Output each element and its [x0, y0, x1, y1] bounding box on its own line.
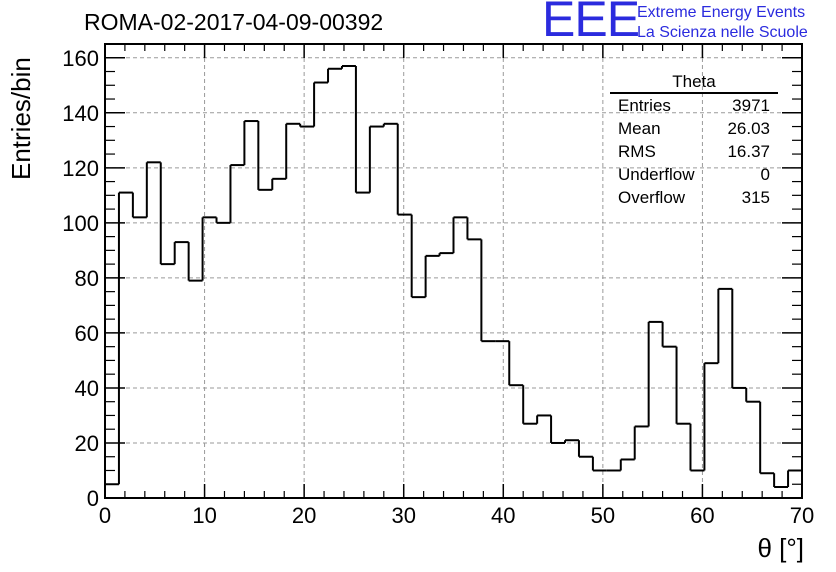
- stats-value: 315: [741, 188, 770, 207]
- x-axis: 0 10 20 30 40 50 60 70: [99, 44, 814, 528]
- stats-label: Mean: [618, 119, 661, 138]
- x-tick-label: 70: [790, 503, 814, 528]
- x-tick-label: 50: [591, 503, 615, 528]
- y-tick-label: 0: [87, 486, 99, 511]
- stats-label: Entries: [618, 96, 671, 115]
- x-axis-label: θ [°]: [757, 533, 804, 563]
- y-tick-label: 20: [75, 431, 99, 456]
- stats-value: 3971: [732, 96, 770, 115]
- y-axis: 0 20 40 60 80 100 120 140 160: [62, 43, 802, 511]
- x-tick-label: 20: [292, 503, 316, 528]
- y-tick-label: 140: [62, 101, 99, 126]
- chart-title: ROMA-02-2017-04-09-00392: [84, 9, 384, 35]
- stats-label: RMS: [618, 142, 656, 161]
- y-axis-label: Entries/bin: [6, 57, 36, 180]
- plot-frame: [104, 43, 803, 499]
- x-tick-label: 0: [99, 503, 111, 528]
- histogram-series: [104, 65, 802, 498]
- x-tick-label: 30: [391, 503, 415, 528]
- stats-title: Theta: [610, 72, 778, 94]
- stats-row-overflow: Overflow 315: [610, 186, 778, 209]
- stats-box: Theta Entries 3971 Mean 26.03 RMS 16.37 …: [610, 72, 778, 209]
- stats-value: 0: [760, 165, 770, 184]
- x-tick-label: 10: [192, 503, 216, 528]
- x-tick-label: 40: [491, 503, 515, 528]
- stats-row-entries: Entries 3971: [610, 94, 778, 117]
- stats-value: 26.03: [727, 119, 770, 138]
- y-tick-label: 60: [75, 321, 99, 346]
- y-tick-label: 40: [75, 376, 99, 401]
- y-tick-label: 100: [62, 211, 99, 236]
- y-tick-label: 80: [75, 266, 99, 291]
- y-tick-label: 120: [62, 156, 99, 181]
- grid-lines: [105, 44, 802, 498]
- y-tick-label: 160: [62, 46, 99, 71]
- x-tick-label: 60: [690, 503, 714, 528]
- logo-line-2: La Scienza nelle Scuole: [637, 24, 808, 41]
- stats-label: Overflow: [618, 188, 686, 207]
- stats-row-rms: RMS 16.37: [610, 140, 778, 163]
- eee-logo: EEE: [542, 0, 640, 47]
- stats-value: 16.37: [727, 142, 770, 161]
- stats-label: Underflow: [618, 165, 695, 184]
- stats-row-mean: Mean 26.03: [610, 117, 778, 140]
- stats-row-underflow: Underflow 0: [610, 163, 778, 186]
- logo-line-1: Extreme Energy Events: [637, 4, 806, 21]
